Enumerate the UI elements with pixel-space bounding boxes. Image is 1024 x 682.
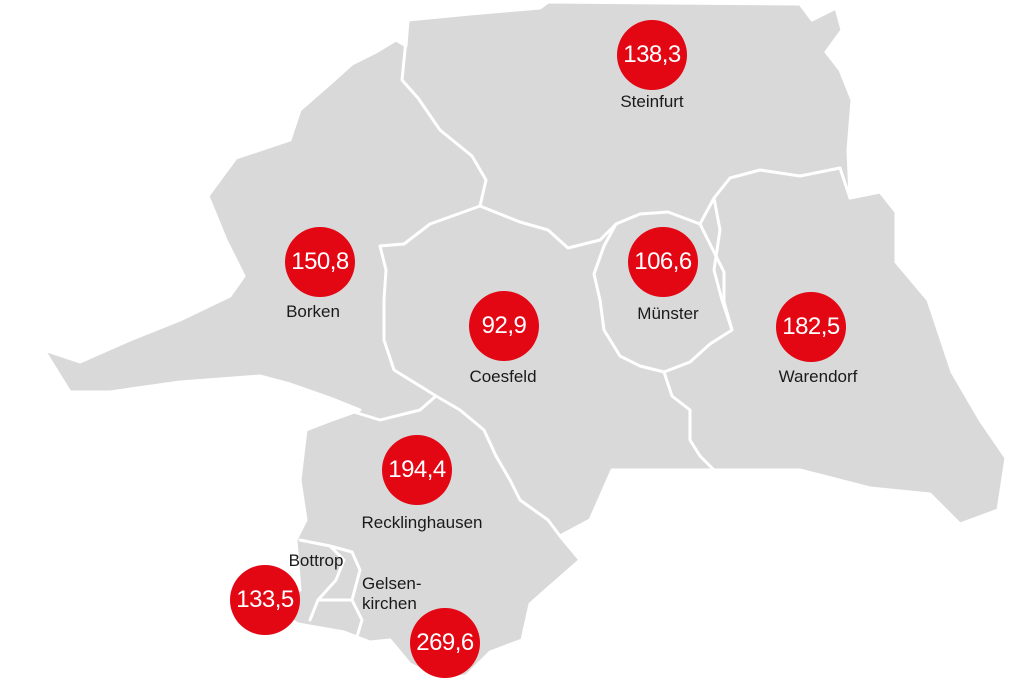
marker-gelsenkirchen: 269,6: [410, 608, 480, 678]
label-gelsenkirchen: Gelsen- kirchen: [362, 574, 422, 614]
border-warendorf-west: [712, 196, 734, 332]
marker-steinfurt: 138,3: [617, 20, 687, 90]
marker-bottrop: 133,5: [230, 565, 300, 635]
border-bottrop: [298, 538, 346, 622]
label-gelsenkirchen-line1: Gelsen-: [362, 574, 422, 593]
label-warendorf: Warendorf: [778, 367, 858, 386]
label-borken: Borken: [286, 302, 340, 321]
label-recklinghausen: Recklinghausen: [361, 513, 483, 532]
label-bottrop: Bottrop: [288, 551, 344, 570]
border-steinfurt-borken: [400, 18, 488, 208]
marker-recklinghausen: 194,4: [382, 435, 452, 505]
marker-borken: 150,8: [285, 227, 355, 297]
label-muenster: Münster: [637, 304, 699, 323]
border-borken-coesfeld: [330, 204, 482, 422]
border-coesfeld-warendorf: [662, 370, 716, 472]
label-coesfeld: Coesfeld: [469, 367, 537, 386]
marker-muenster: 106,6: [628, 227, 698, 297]
border-steinfurt-south: [478, 166, 852, 250]
marker-warendorf: 182,5: [776, 292, 846, 362]
label-gelsenkirchen-line2: kirchen: [362, 594, 417, 613]
border-coesfeld-recklinghausen: [434, 394, 562, 538]
label-steinfurt: Steinfurt: [620, 92, 684, 111]
marker-coesfeld: 92,9: [469, 291, 539, 361]
